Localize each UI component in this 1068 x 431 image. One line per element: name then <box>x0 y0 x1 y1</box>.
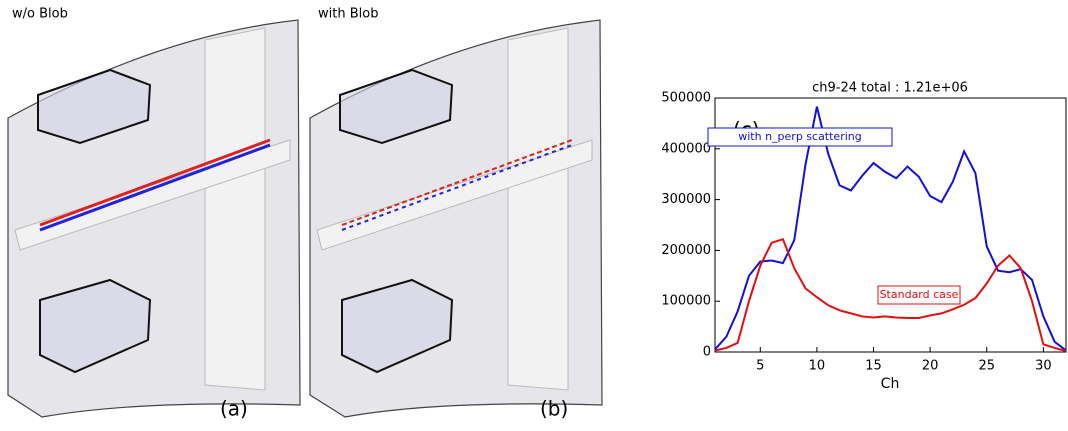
x-axis-label: Ch <box>881 376 900 392</box>
panel-title: with Blob <box>318 7 378 22</box>
chart-title: ch9-24 total : 1.21e+06 <box>812 81 968 96</box>
series-line <box>714 237 1067 352</box>
panel-label: (a) <box>220 397 248 421</box>
legend-box <box>877 285 961 305</box>
legend-label: with n_perp scattering <box>738 130 862 143</box>
series-line <box>714 106 1067 352</box>
render-b: with Blob (b) <box>309 7 603 421</box>
x-tick-label: 5 <box>756 359 764 374</box>
legend-box <box>707 127 893 147</box>
y-tick-label: 400000 <box>661 141 711 156</box>
legend-label: Standard case <box>880 288 959 301</box>
x-tick-label: 20 <box>922 359 939 374</box>
x-tick-label: 15 <box>865 359 882 374</box>
y-tick-label: 0 <box>703 345 711 360</box>
x-tick-label: 30 <box>1035 359 1052 374</box>
y-tick-label: 300000 <box>661 192 711 207</box>
panel-label: (b) <box>540 397 568 421</box>
panel-title: w/o Blob <box>12 7 68 22</box>
y-tick-label: 200000 <box>661 243 711 258</box>
render-a: w/o Blob (a) <box>7 7 301 421</box>
x-tick-label: 10 <box>809 359 826 374</box>
plot-frame <box>714 97 1067 353</box>
x-tick-label: 25 <box>978 359 995 374</box>
y-tick-label: 100000 <box>661 294 711 309</box>
y-tick-label: 500000 <box>661 91 711 106</box>
